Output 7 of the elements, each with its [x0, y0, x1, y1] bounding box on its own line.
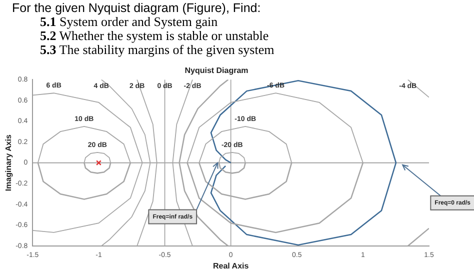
text: For the given Nyquist diagram (Figure), Find:	[12, 1, 262, 15]
chart-title: Nyquist Diagram	[184, 66, 248, 76]
text: 5.3 The stability margins of the given system	[39, 42, 276, 57]
text: 5.2 Whether the system is stable or unstable	[39, 28, 270, 43]
x-axis-title: Real Axis	[212, 261, 250, 270]
y-axis-title: Imaginary Axis	[4, 134, 14, 192]
text: 5.1 System order and System gain	[39, 14, 218, 29]
